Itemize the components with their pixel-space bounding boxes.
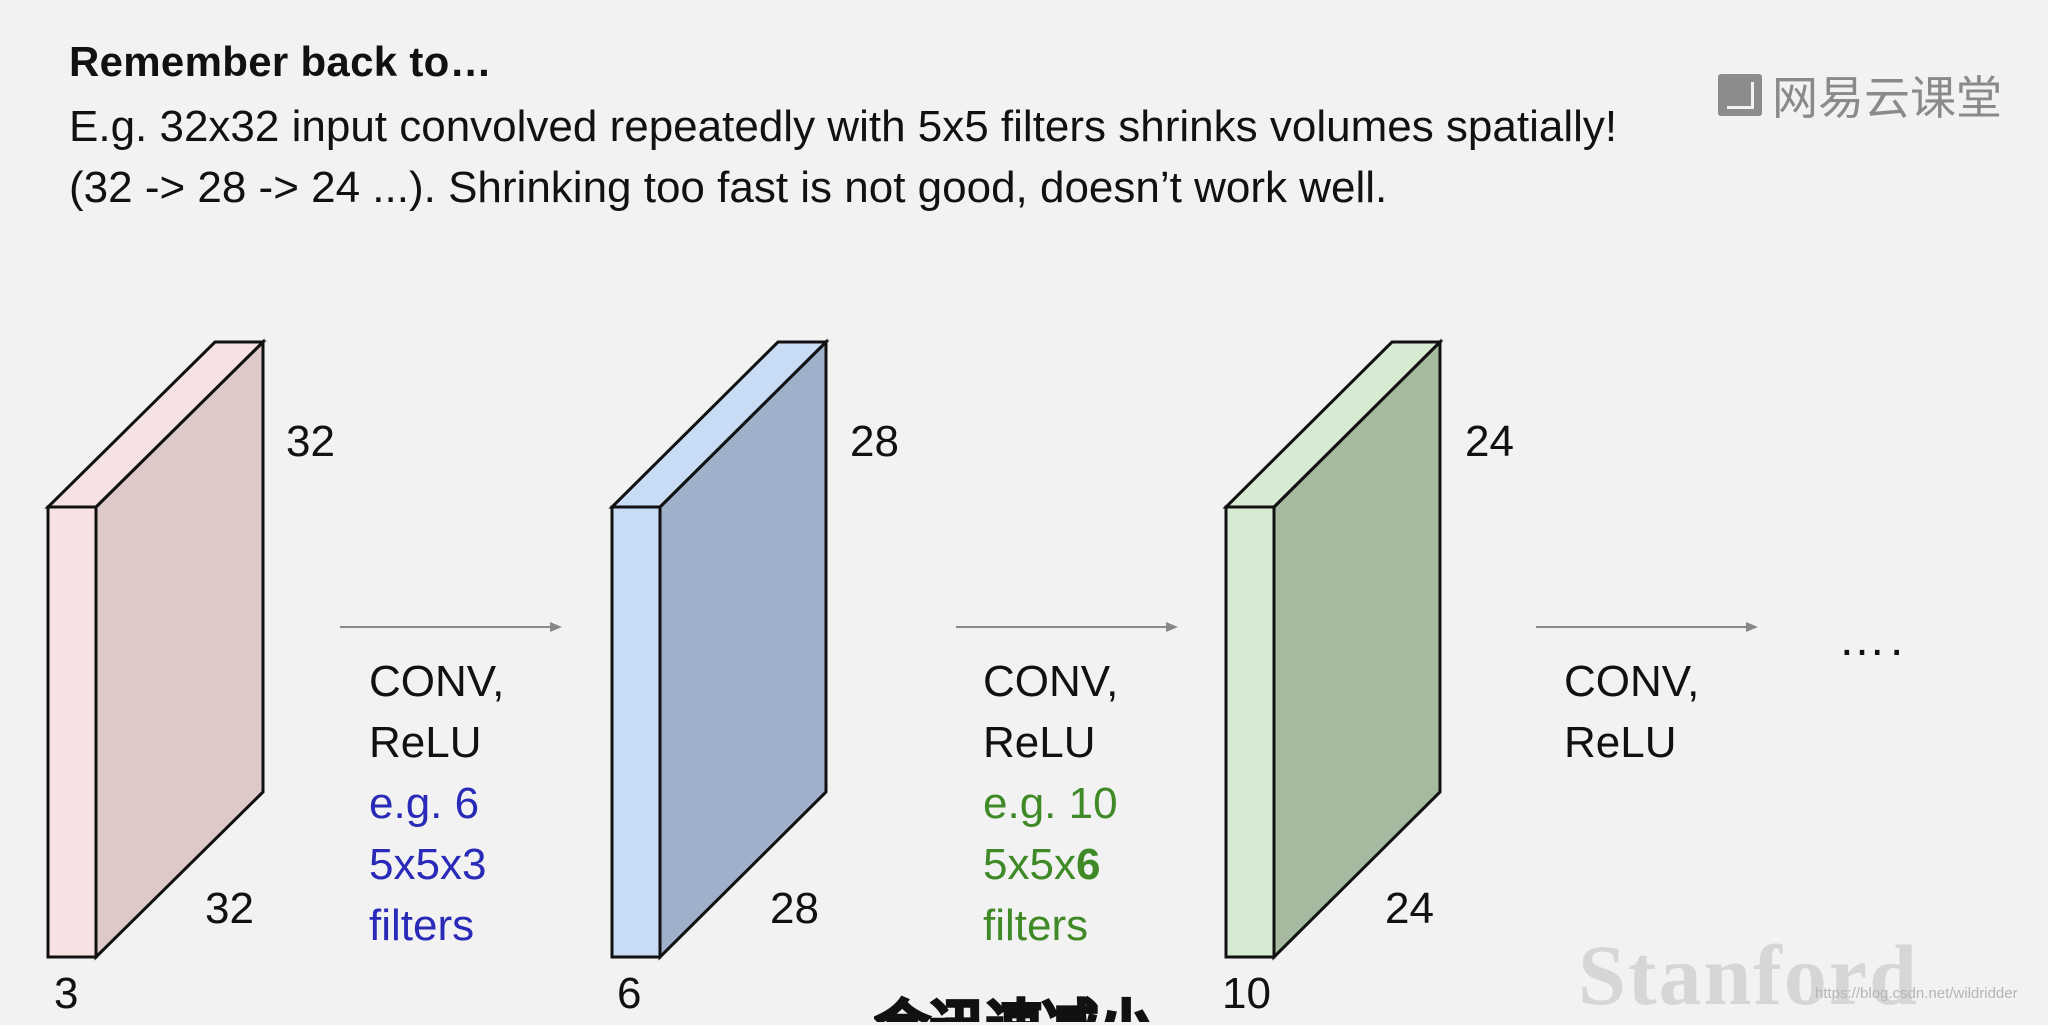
step-1-detail-1: e.g. 6 <box>369 779 480 828</box>
step-2-detail-1: e.g. 10 <box>983 779 1118 828</box>
step-3-act: ReLU <box>1564 718 1677 767</box>
step-3-text: CONV, ReLU <box>1564 651 1699 773</box>
volume-3 <box>1222 338 1444 961</box>
slide-title: Remember back to… <box>69 38 492 85</box>
video-subtitle: 会迅速减小 <box>874 982 1154 1023</box>
step-2-act: ReLU <box>983 718 1096 767</box>
step-2-detail-3: filters <box>983 901 1089 950</box>
slide-text-line-2: (32 -> 28 -> 24 ...). Shrinking too fast… <box>69 163 1388 212</box>
netease-logo-icon <box>1718 74 1762 116</box>
arrow-2 <box>956 622 1178 632</box>
arrow-3 <box>1536 622 1758 632</box>
step-2-detail-2: 5x5x6 <box>983 834 1118 895</box>
volume-2-width-label: 28 <box>770 884 819 933</box>
netease-watermark: 网易云课堂 <box>1718 62 2002 128</box>
volume-3-front <box>1224 505 1276 959</box>
step-2-detail-2-depth: 6 <box>1075 840 1101 889</box>
step-1-text: CONV, ReLU e.g. 6 5x5x3 filters <box>369 651 504 956</box>
volume-1-depth-label: 3 <box>54 969 79 1018</box>
step-2-text: CONV, ReLU e.g. 10 5x5x6 filters <box>983 651 1118 956</box>
volume-3-depth-label: 10 <box>1222 969 1271 1018</box>
volume-1-front <box>46 505 98 959</box>
volume-1-width-label: 32 <box>205 884 254 933</box>
step-2-op: CONV, <box>983 657 1119 706</box>
volume-3-height-label: 24 <box>1465 417 1514 466</box>
step-3-op: CONV, <box>1564 657 1700 706</box>
volume-2 <box>608 338 830 961</box>
step-2-detail-2-prefix: 5x5x <box>983 840 1076 889</box>
step-1-act: ReLU <box>369 718 482 767</box>
blog-url-watermark: https://blog.csdn.net/wildridder <box>1815 985 2018 1002</box>
volume-3-width-label: 24 <box>1385 884 1434 933</box>
volume-1 <box>44 338 267 961</box>
volume-1-height-label: 32 <box>286 417 335 466</box>
slide-text-line-1: E.g. 32x32 input convolved repeatedly wi… <box>69 102 1618 151</box>
arrow-1 <box>340 622 562 632</box>
step-1-detail-3: filters <box>369 901 475 950</box>
stanford-watermark: Stanford <box>1578 927 1919 1023</box>
volume-2-depth-label: 6 <box>617 969 642 1018</box>
step-1-op: CONV, <box>369 657 505 706</box>
volume-2-front <box>610 505 662 959</box>
volume-2-height-label: 28 <box>850 417 899 466</box>
step-1-detail-2: 5x5x3 <box>369 840 487 889</box>
continuation-ellipsis: …. <box>1838 613 1908 666</box>
netease-logo-text: 网易云课堂 <box>1772 71 2002 125</box>
